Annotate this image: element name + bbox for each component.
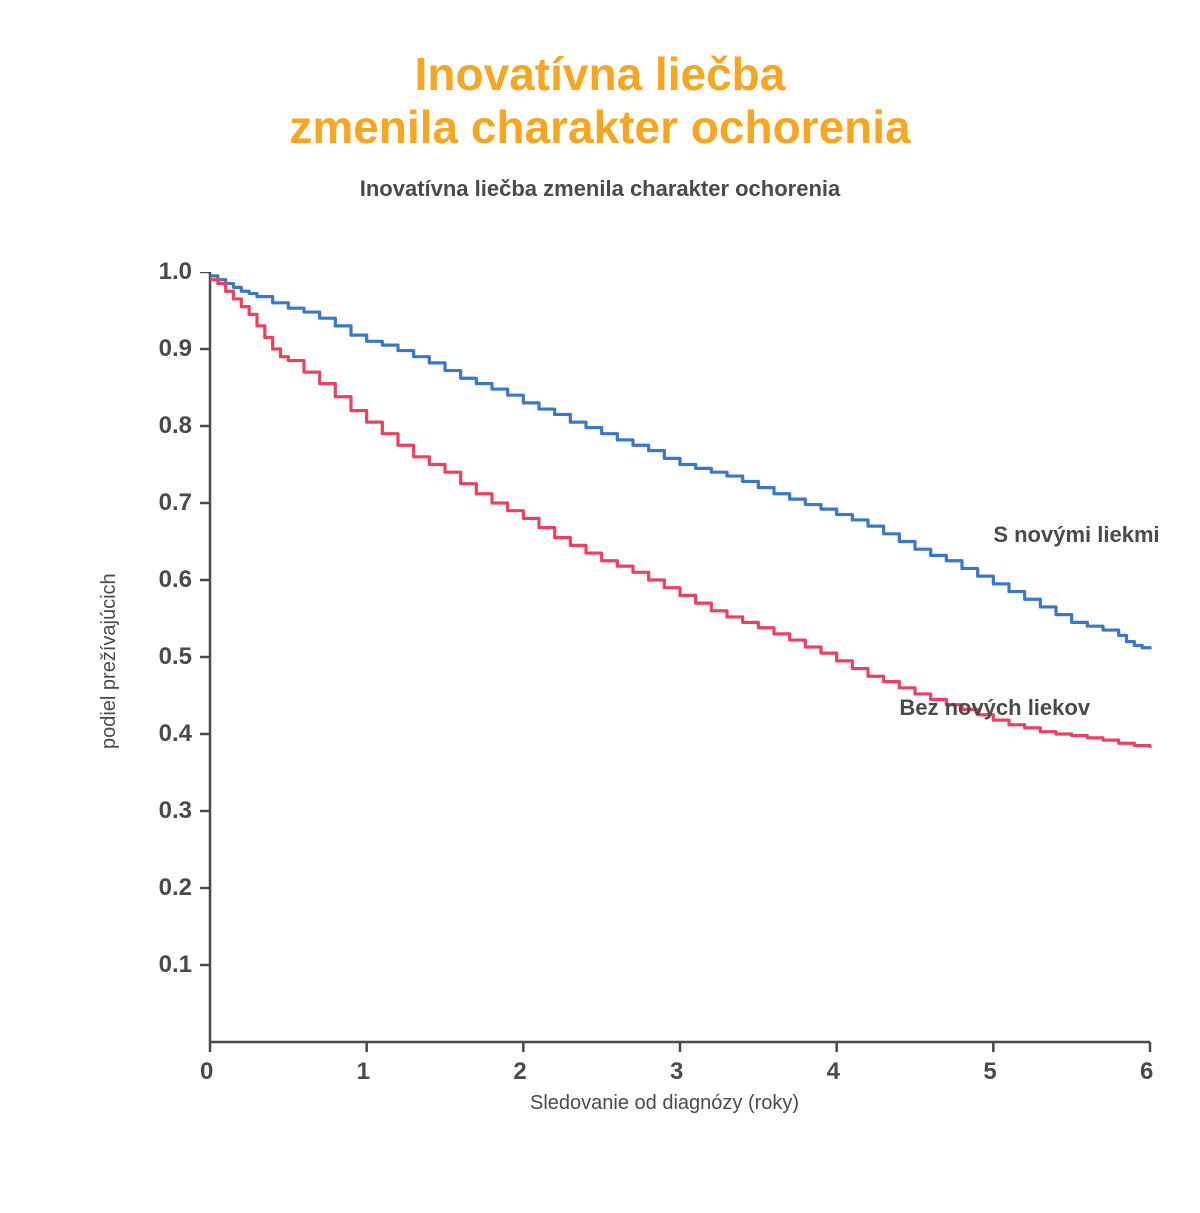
x-tick-label: 3 [670,1058,683,1086]
y-tick-label: 0.5 [159,643,192,671]
y-tick-label: 0.2 [159,874,192,902]
x-tick-label: 0 [200,1058,213,1086]
y-tick-label: 0.6 [159,566,192,594]
y-tick-label: 0.4 [159,720,192,748]
x-tick-label: 5 [983,1058,996,1086]
y-tick-label: 1.0 [159,258,192,286]
series-bez-novych-liekov [210,279,1150,747]
y-axis-label: podiel prežívajúcich [98,574,121,750]
y-tick-label: 0.7 [159,489,192,517]
series-label-s-novymi-liekmi: S novými liekmi [993,522,1159,548]
y-tick-label: 0.3 [159,797,192,825]
x-tick-label: 1 [357,1058,370,1086]
y-tick-label: 0.8 [159,412,192,440]
title-line-1: Inovatívna liečba [415,48,786,100]
chart-subtitle: Inovatívna liečba zmenila charakter ocho… [50,176,1150,202]
y-tick-label: 0.1 [159,951,192,979]
x-axis-label: Sledovanie od diagnózy (roky) [530,1092,799,1115]
x-tick-label: 4 [827,1058,840,1086]
series-label-bez-novych-liekov: Bez nových liekov [899,695,1090,721]
y-tick-label: 0.9 [159,335,192,363]
survival-chart: 0.10.20.30.40.50.60.70.80.91.00123456S n… [90,272,1190,1132]
x-tick-label: 6 [1140,1058,1153,1086]
chart-main-title: Inovatívna liečba zmenila charakter ocho… [50,48,1150,154]
title-line-2: zmenila charakter ochorenia [289,101,910,153]
x-tick-label: 2 [513,1058,526,1086]
